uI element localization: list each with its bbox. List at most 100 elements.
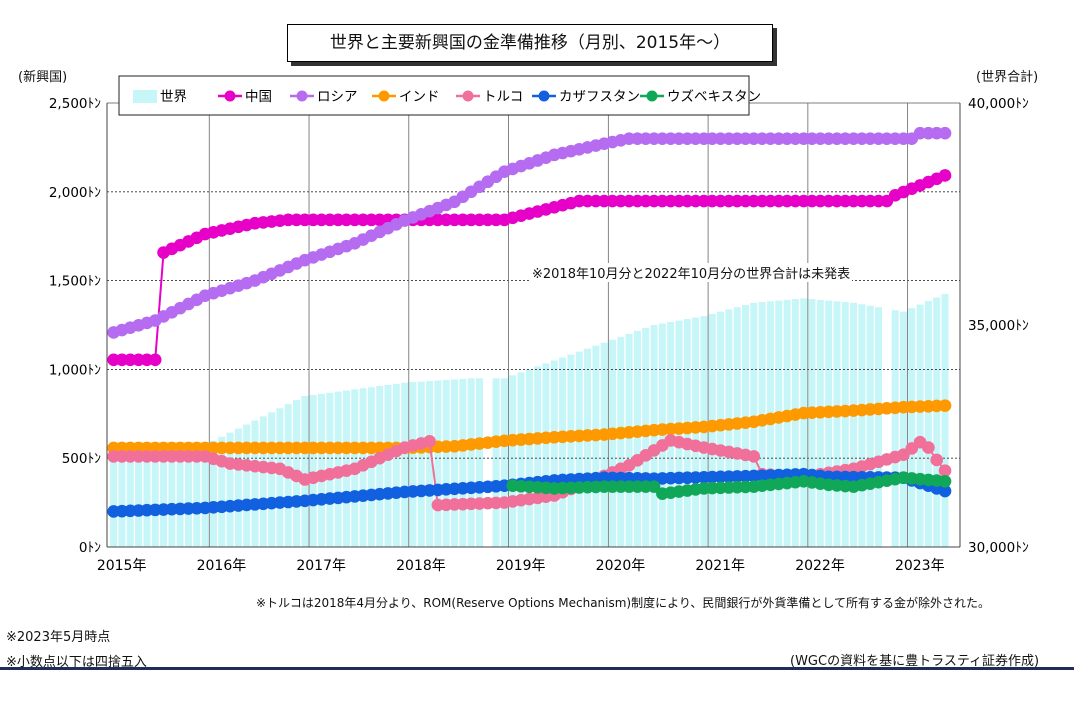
bar: [467, 378, 475, 547]
data-point: [423, 435, 436, 448]
data-point: [938, 126, 952, 140]
data-point: [938, 399, 952, 412]
bar: [559, 357, 567, 547]
right-tick-label: 40,000ﾄﾝ: [968, 96, 1029, 112]
bar: [775, 300, 783, 547]
bar: [899, 311, 907, 547]
right-tick-label: 35,000ﾄﾝ: [968, 318, 1029, 334]
bar: [891, 310, 899, 547]
bar: [409, 382, 417, 547]
bar: [567, 354, 575, 547]
left-tick-label: 500ﾄﾝ: [62, 451, 102, 467]
bar: [858, 304, 866, 547]
left-tick-label: 2,000ﾄﾝ: [49, 185, 101, 201]
bar: [376, 386, 384, 547]
bar: [875, 307, 883, 547]
bar: [816, 299, 824, 547]
legend-label: ロシア: [317, 89, 358, 105]
source-note: (WGCの資料を基に豊トラスティ証券作成): [790, 654, 1040, 669]
bar: [808, 299, 816, 547]
chart-title: 世界と主要新興国の金準備推移（月別、2015年～）: [287, 24, 773, 62]
x-tick-label: 2015年: [97, 558, 147, 574]
bar: [866, 305, 874, 547]
bar: [575, 351, 583, 547]
bar: [226, 432, 234, 547]
bar: [791, 299, 799, 547]
bar: [309, 394, 317, 547]
bottom-rule: [0, 667, 1074, 670]
bar: [392, 383, 400, 547]
bar: [492, 378, 500, 547]
right-axis-unit: (世界合計): [976, 70, 1039, 85]
as-of-note: ※2023年5月時点: [6, 630, 111, 645]
bar: [301, 396, 309, 547]
bar: [160, 450, 168, 547]
bar: [783, 299, 791, 547]
series-ロシア: [107, 126, 952, 339]
bar: [633, 330, 641, 547]
bar: [451, 379, 459, 547]
bar: [268, 412, 276, 547]
legend-marker: [378, 90, 390, 102]
left-tick-label: 1,000ﾄﾝ: [49, 362, 101, 378]
legend-label: インド: [399, 89, 440, 105]
legend-marker: [296, 90, 308, 102]
data-point: [938, 484, 952, 498]
bar: [201, 444, 209, 547]
x-tick-label: 2022年: [795, 558, 845, 574]
bar: [617, 336, 625, 547]
bar: [243, 424, 251, 547]
data-point: [647, 480, 661, 493]
world-bars: [110, 293, 949, 547]
bar: [924, 301, 932, 547]
bar: [592, 345, 600, 547]
bar: [218, 436, 226, 547]
legend-marker: [224, 90, 236, 102]
bar: [509, 375, 517, 547]
x-tick-label: 2023年: [895, 558, 945, 574]
bar: [193, 446, 201, 547]
bar: [234, 428, 242, 547]
bar: [600, 342, 608, 547]
bar: [500, 378, 508, 547]
legend-swatch: [133, 90, 157, 103]
bar: [916, 304, 924, 547]
x-tick-label: 2017年: [296, 558, 346, 574]
bar: [825, 300, 833, 547]
bar: [118, 456, 126, 547]
series-ウズベキスタン: [506, 471, 952, 501]
missing-data-note: ※2018年10月分と2022年10月分の世界合計は未発表: [530, 263, 853, 282]
bar: [417, 381, 425, 547]
bar: [625, 333, 633, 547]
bar: [542, 363, 550, 547]
bar: [459, 378, 467, 547]
bar: [209, 440, 217, 547]
turkey-footnote: ※トルコは2018年4月分より、ROM(Reserve Options Mech…: [256, 596, 991, 610]
data-point: [938, 474, 952, 488]
legend-label: 世界: [160, 89, 187, 105]
bar: [833, 301, 841, 547]
left-tick-label: 1,500ﾄﾝ: [49, 274, 101, 290]
left-axis-unit: (新興国): [18, 70, 68, 85]
bar: [841, 302, 849, 547]
bar: [135, 454, 143, 547]
bar: [475, 378, 483, 547]
data-point: [922, 441, 935, 454]
bar: [517, 372, 525, 547]
bar: [384, 384, 392, 547]
bar: [941, 293, 949, 547]
bar: [168, 449, 176, 547]
bar: [933, 297, 941, 547]
x-tick-label: 2021年: [695, 558, 745, 574]
x-tick-label: 2018年: [396, 558, 446, 574]
bar: [584, 348, 592, 547]
x-tick-label: 2019年: [496, 558, 546, 574]
bar: [642, 327, 650, 547]
series-中国: [107, 169, 952, 367]
legend-marker: [646, 90, 658, 102]
bar: [608, 339, 616, 547]
bar: [850, 302, 858, 547]
bar: [401, 382, 409, 547]
bar: [110, 458, 118, 547]
bar: [426, 381, 434, 547]
